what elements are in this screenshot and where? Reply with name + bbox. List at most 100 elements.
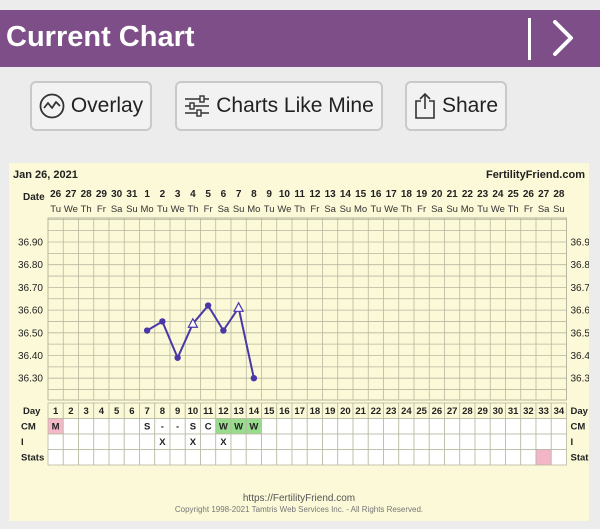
- charts-like-mine-label: Charts Like Mine: [216, 94, 374, 117]
- i-cell: [200, 433, 217, 450]
- day-number-cell: 1: [53, 406, 59, 417]
- date-header-cell: 1: [144, 189, 150, 200]
- i-cell: [276, 433, 293, 450]
- cm-cell: [505, 418, 522, 435]
- weekday-header-cell: Th: [187, 204, 198, 215]
- day-number-cell: 15: [264, 406, 275, 417]
- stats-cell: [383, 449, 400, 466]
- i-cell: [535, 433, 552, 450]
- i-cell: [108, 433, 125, 450]
- y-tick-label-right: 36.40: [571, 351, 590, 362]
- weekday-header-cell: Th: [508, 204, 519, 215]
- share-label: Share: [441, 94, 499, 117]
- date-header-cell: 14: [340, 189, 352, 200]
- date-header-cell: 15: [355, 189, 367, 200]
- stats-cell: [535, 449, 552, 466]
- weekday-header-cell: Su: [233, 204, 245, 215]
- day-number-cell: 7: [144, 406, 149, 417]
- cm-value: S: [144, 422, 150, 433]
- day-number-cell: 21: [355, 406, 366, 417]
- date-header-cell: 24: [492, 189, 504, 200]
- cm-cell: [413, 418, 430, 435]
- day-number-cell: 26: [432, 406, 443, 417]
- stats-cell: [367, 449, 384, 466]
- share-button[interactable]: Share: [405, 81, 507, 131]
- date-header-cell: 12: [309, 189, 321, 200]
- day-number-cell: 31: [508, 406, 519, 417]
- day-number-cell: 3: [83, 406, 88, 417]
- day-number-cell: 11: [203, 406, 214, 417]
- charts-like-mine-button[interactable]: Charts Like Mine: [175, 81, 383, 131]
- y-tick-label-right: 36.80: [571, 260, 590, 271]
- date-header-cell: 28: [81, 189, 93, 200]
- i-cell: [123, 433, 140, 450]
- cm-value: C: [205, 422, 212, 433]
- intercourse-mark: X: [220, 437, 227, 448]
- i-cell: [459, 433, 476, 450]
- weekday-header-cell: Sa: [218, 204, 230, 215]
- day-number-cell: 34: [554, 406, 565, 417]
- day-number-cell: 28: [462, 406, 473, 417]
- overlay-button[interactable]: Overlay: [30, 81, 152, 131]
- day-number-cell: 22: [371, 406, 382, 417]
- y-tick-label-left: 36.60: [18, 306, 43, 317]
- i-cell: [322, 433, 339, 450]
- weekday-header-cell: Th: [81, 204, 92, 215]
- chevron-right-icon[interactable]: [540, 16, 584, 60]
- date-header-cell: 3: [175, 189, 181, 200]
- stats-cell: [520, 449, 537, 466]
- intercourse-mark: X: [190, 437, 197, 448]
- date-header-cell: 30: [111, 189, 123, 200]
- stats-cell: [261, 449, 278, 466]
- i-cell: [398, 433, 415, 450]
- cm-value: -: [176, 422, 179, 433]
- day-number-cell: 12: [218, 406, 229, 417]
- cm-cell: [520, 418, 537, 435]
- weekday-header-cell: Fr: [417, 204, 426, 215]
- weekday-header-cell: Fr: [310, 204, 319, 215]
- cm-row-label-left: CM: [21, 422, 36, 433]
- stats-cell: [93, 449, 110, 466]
- day-number-cell: 33: [538, 406, 549, 417]
- date-header-cell: 28: [553, 189, 565, 200]
- day-number-cell: 32: [523, 406, 534, 417]
- date-header-cell: 27: [538, 189, 550, 200]
- i-cell: [337, 433, 354, 450]
- i-cell: [505, 433, 522, 450]
- stats-cell: [291, 449, 308, 466]
- weekday-header-cell: Sa: [538, 204, 550, 215]
- weekday-header-cell: Fr: [524, 204, 533, 215]
- day-number-cell: 23: [386, 406, 397, 417]
- header-divider: [528, 18, 531, 60]
- i-cell: [306, 433, 323, 450]
- cm-cell: [108, 418, 125, 435]
- y-tick-label-right: 36.60: [571, 306, 590, 317]
- weekday-header-cell: Su: [446, 204, 458, 215]
- cm-cell: [444, 418, 461, 435]
- weekday-header-cell: Th: [401, 204, 412, 215]
- cm-value: W: [234, 422, 243, 433]
- stats-cell: [428, 449, 445, 466]
- i-row-label-right: I: [571, 437, 574, 448]
- day-number-cell: 25: [416, 406, 427, 417]
- footer-url[interactable]: https://FertilityFriend.com: [242, 493, 356, 504]
- weekday-header-cell: Tu: [264, 204, 275, 215]
- i-cell: [444, 433, 461, 450]
- cm-cell: [291, 418, 308, 435]
- weekday-header-cell: Fr: [97, 204, 106, 215]
- i-cell: [93, 433, 110, 450]
- weekday-header-cell: Sa: [324, 204, 336, 215]
- bbt-chart: Date 26 27 28 29 30 31 1 2 3 4 5 6 7 8 9 10 11 12 13 14 15 16 1…: [18, 189, 590, 466]
- day-number-cell: 9: [175, 406, 180, 417]
- i-cell: [245, 433, 262, 450]
- y-tick-label-right: 36.50: [571, 328, 590, 339]
- date-header-cell: 26: [50, 189, 62, 200]
- date-header-cell: 6: [221, 189, 227, 200]
- cm-value: M: [52, 422, 60, 433]
- weekday-header-cell: Tu: [157, 204, 168, 215]
- weekday-header-cell: We: [277, 204, 291, 215]
- footer-copyright: Copyright 1998-2021 Tamtris Web Services…: [174, 505, 424, 514]
- i-cell: [47, 433, 64, 450]
- i-cell: [62, 433, 79, 450]
- weekday-header-cell: We: [171, 204, 185, 215]
